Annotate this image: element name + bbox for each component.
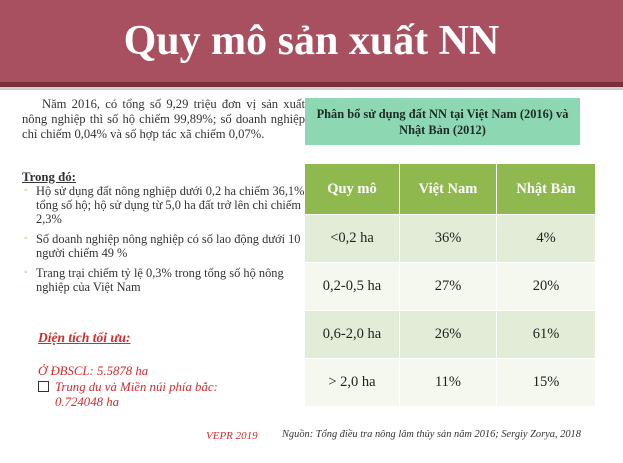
table-caption: Phân bổ sử dụng đất NN tại Việt Nam (201… (305, 98, 580, 145)
japan-cell: 4% (496, 214, 595, 263)
bullet-item: ◦ Trang trại chiếm tỷ lệ 0,3% trong tổng… (22, 266, 305, 294)
scale-cell: > 2,0 ha (305, 358, 400, 406)
title-banner (0, 0, 623, 82)
slide-title: Quy mô sản xuất NN (123, 18, 500, 64)
bullet-icon: ◦ (24, 185, 28, 196)
japan-cell: 15% (496, 358, 595, 406)
bullet-item: ◦ Hộ sử dụng đất nông nghiệp dưới 0,2 ha… (22, 184, 305, 226)
vietnam-cell: 26% (399, 310, 497, 359)
optimal-area-heading: Diện tích tối ưu: (38, 330, 131, 345)
table-row: 0,6-2,0 ha 26% 61% (305, 310, 595, 359)
midland-label: Trung du và Miền núi phía bắc: (55, 380, 218, 394)
midland-value: 0.724048 ha (55, 395, 119, 409)
source-note: Nguồn: Tổng điều tra nông lâm thủy sản n… (282, 429, 581, 440)
scale-cell: 0,6-2,0 ha (305, 310, 400, 359)
bullet-icon: ◦ (24, 233, 28, 244)
details-heading: Trong đó: (22, 170, 76, 184)
japan-cell-highlight: 61% (496, 310, 595, 359)
scale-cell: 0,2-0,5 ha (305, 262, 400, 311)
table-row: 0,2-0,5 ha 27% 20% (305, 262, 595, 311)
header-japan: Nhật Bản (496, 164, 595, 215)
bullet-text: Hộ sử dụng đất nông nghiệp dưới 0,2 ha c… (36, 184, 305, 226)
header-vietnam: Việt Nam (399, 164, 497, 215)
japan-cell: 20% (496, 262, 595, 311)
table-header-row: Quy mô Việt Nam Nhật Bản (305, 164, 595, 215)
intro-paragraph: Năm 2016, có tổng số 9,29 triệu đơn vị s… (22, 97, 305, 141)
vietnam-cell: 11% (399, 358, 497, 406)
bullet-icon: ◦ (24, 267, 28, 278)
table-row: <0,2 ha 36% 4% (305, 214, 595, 263)
mekong-optimal-area: Ở ĐBSCL: 5.5878 ha (38, 364, 149, 378)
scale-cell: <0,2 ha (305, 214, 400, 263)
header-scale: Quy mô (305, 164, 400, 215)
vepr-credit: VEPR 2019 (206, 430, 258, 442)
midland-optimal-area: Trung du và Miền núi phía bắc: 0.724048 … (38, 380, 218, 410)
bullet-item: ◦ Số doanh nghiệp nông nghiệp có số lao … (22, 232, 305, 260)
bullet-text: Trang trại chiếm tỷ lệ 0,3% trong tổng s… (36, 266, 284, 294)
vietnam-cell: 27% (399, 262, 497, 311)
bullet-text: Số doanh nghiệp nông nghiệp có số lao độ… (36, 232, 301, 260)
title-shadow-line (0, 87, 623, 90)
table-row: > 2,0 ha 11% 15% (305, 358, 595, 406)
checkbox-bullet-icon (38, 381, 49, 392)
land-use-table: Quy mô Việt Nam Nhật Bản <0,2 ha 36% 4% … (305, 164, 595, 406)
vietnam-cell: 36% (399, 214, 497, 263)
bullet-list: ◦ Hộ sử dụng đất nông nghiệp dưới 0,2 ha… (22, 184, 305, 300)
title-underline (0, 82, 623, 87)
